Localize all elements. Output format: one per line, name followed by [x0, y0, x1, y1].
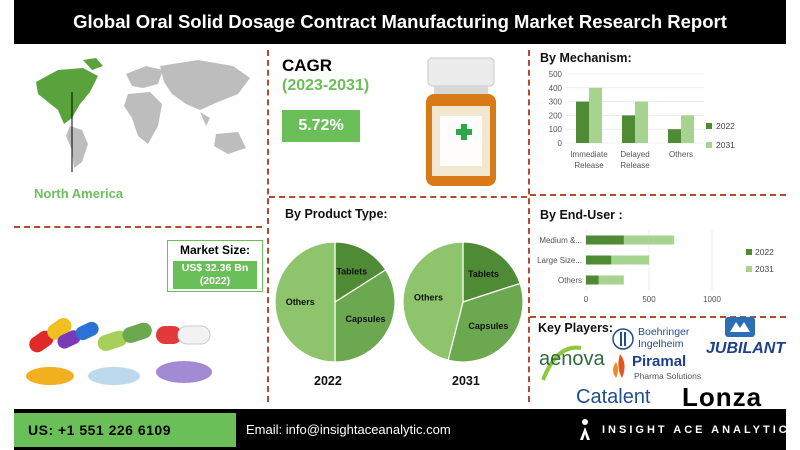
legend-swatch [706, 123, 712, 129]
pie-slice-tablets [462, 241, 521, 303]
pie-label: Tablets [468, 269, 499, 279]
market-size-year: (2022) [199, 275, 231, 287]
pie-slice-capsules [447, 282, 524, 363]
region-label: North America [34, 186, 124, 201]
pills-illustration [26, 317, 212, 385]
report-title: Global Oral Solid Dosage Contract Manufa… [14, 0, 786, 44]
x-tick-label: 0 [584, 295, 589, 304]
pie-year-2031: 2031 [452, 374, 480, 388]
bar-2031 [681, 115, 694, 143]
boehringer-logo: Boehringer Ingelheim [612, 325, 704, 355]
jubilant-emblem-icon [725, 317, 755, 337]
bar-2031 [586, 275, 624, 285]
bar-2022 [586, 255, 612, 265]
boehringer-emblem-icon [612, 328, 634, 350]
cagr-value: 5.72% [282, 110, 360, 142]
x-tick-label: Others [669, 150, 693, 159]
aenova-swoosh-icon [541, 345, 582, 381]
bar-2031 [589, 87, 602, 143]
y-tick-label: 400 [549, 84, 563, 93]
cagr-label: CAGR [282, 56, 333, 75]
pill-bottle-icon [426, 57, 496, 186]
end-user-title: By End-User : [540, 208, 623, 222]
pie-slice-tablets [334, 241, 387, 304]
x-tick-label: 500 [642, 295, 656, 304]
pie-chart-2031: Tablets Capsules Others [402, 241, 524, 363]
legend-label: 2022 [716, 121, 735, 131]
y-tick-label: Medium &... [539, 236, 582, 245]
key-players-title: Key Players: [538, 321, 614, 335]
jubilant-text: JUBILANT [706, 340, 786, 357]
pie-label: Tablets [336, 267, 367, 277]
x-tick-label: Release [620, 161, 650, 170]
y-tick-label: 500 [549, 70, 563, 79]
x-tick-label: 1000 [703, 295, 721, 304]
y-tick-label: 200 [549, 111, 563, 120]
x-tick-label: Release [574, 161, 604, 170]
legend-swatch [706, 142, 712, 148]
legend-swatch [746, 266, 752, 272]
bar-2031 [586, 235, 675, 245]
bar-2022 [622, 115, 635, 143]
boehringer-text: Boehringer Ingelheim [638, 326, 690, 350]
footer-email[interactable]: Email: info@insightaceanalytic.com [246, 422, 451, 437]
end-user-bar-chart: 0 500 1000 Medium &... Large Size... Others 20… [537, 230, 774, 304]
insightace-logo-icon [580, 419, 590, 440]
y-tick-label: Large Size... [537, 256, 582, 265]
pie-slice-capsules [334, 269, 396, 363]
pie-year-2022: 2022 [314, 374, 342, 388]
market-size-value: US$ 32.36 Bn [181, 262, 249, 274]
y-tick-label: 0 [558, 139, 563, 148]
x-tick-label: Immediate [570, 150, 608, 159]
y-tick-label: Others [558, 276, 582, 285]
pie-label: Others [286, 297, 315, 307]
footer-phone: US: +1 551 226 6109 [14, 413, 236, 447]
bar-2031 [635, 101, 648, 143]
mechanism-title: By Mechanism: [540, 51, 632, 65]
market-size-box: Market Size: US$ 32.36 Bn (2022) [167, 240, 263, 292]
cagr-period: (2023-2031) [282, 77, 370, 94]
aenova-logo: aenova [537, 340, 609, 386]
catalent-logo: Catalent [576, 386, 651, 408]
lonza-logo: Lonza [682, 382, 763, 412]
bar-2022 [668, 129, 681, 143]
piramal-flame-icon [613, 354, 625, 378]
bar-2031 [586, 255, 649, 265]
bar-2022 [586, 235, 624, 245]
piramal-subtext: Pharma Solutions [634, 371, 702, 381]
bar-2022 [586, 275, 599, 285]
y-tick-label: 300 [549, 98, 563, 107]
footer-brand: INSIGHT ACE ANALYTIC [602, 424, 790, 436]
piramal-logo: Piramal Pharma Solutions [610, 352, 714, 386]
legend-label: 2031 [755, 264, 774, 274]
pie-label: Capsules [345, 314, 385, 324]
legend-label: 2031 [716, 140, 735, 150]
mechanism-bar-chart: 0 100 200 300 400 500 Immediate Release Delayed R… [549, 70, 736, 170]
legend-label: 2022 [755, 247, 774, 257]
pie-slice-others [402, 241, 464, 361]
market-size-label: Market Size: [179, 243, 251, 257]
product-type-title: By Product Type: [285, 207, 388, 221]
pie-chart-2022: Tablets Capsules Others [274, 241, 396, 363]
piramal-text: Piramal [632, 353, 687, 370]
x-tick-label: Delayed [620, 150, 649, 159]
pie-slice-others [274, 241, 336, 363]
pie-label: Capsules [468, 321, 508, 331]
pie-label: Others [414, 293, 443, 303]
jubilant-logo: JUBILANT [706, 316, 786, 360]
legend-swatch [746, 249, 752, 255]
bar-2022 [576, 101, 589, 143]
aenova-text: aenova [539, 348, 605, 370]
world-map-icon [36, 58, 250, 172]
y-tick-label: 100 [549, 125, 563, 134]
